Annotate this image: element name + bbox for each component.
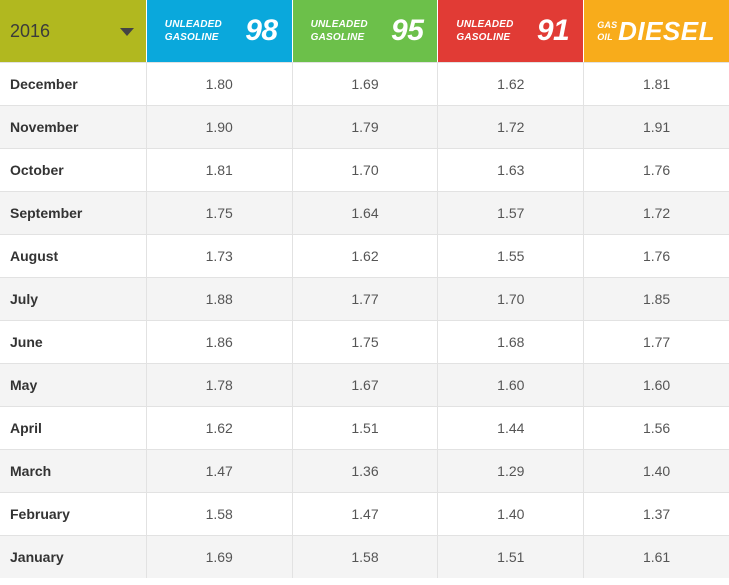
- price-unleaded-95: 1.62: [293, 235, 439, 277]
- price-diesel: 1.81: [642, 76, 671, 92]
- price-unleaded-98: 1.62: [147, 407, 293, 449]
- column-header-diesel: GAS OIL DIESEL: [584, 0, 729, 62]
- price-diesel: 1.85: [642, 291, 671, 307]
- price-unleaded-95: 1.79: [293, 106, 439, 148]
- table-row: January 1.69 1.58 1.51 1.61: [0, 535, 729, 578]
- price-unleaded-95: 1.77: [293, 278, 439, 320]
- month-cell: August: [0, 235, 147, 277]
- price-unleaded-95: 1.64: [293, 192, 439, 234]
- column-header-unleaded-91: UNLEADED GASOLINE 91: [438, 0, 585, 62]
- month-cell: July: [0, 278, 147, 320]
- year-value: 2016: [10, 20, 51, 41]
- price-diesel: 1.37: [642, 506, 671, 522]
- month-cell: May: [0, 364, 147, 406]
- price-unleaded-95: 1.47: [293, 493, 439, 535]
- price-unleaded-91: 1.40: [438, 493, 585, 535]
- price-unleaded-95: 1.36: [293, 450, 439, 492]
- column-header-unleaded-98: UNLEADED GASOLINE 98: [146, 0, 293, 62]
- caret-down-icon: [119, 28, 134, 36]
- fuel-type-line2: GASOLINE: [310, 32, 365, 43]
- column-header-unleaded-95: UNLEADED GASOLINE 95: [292, 0, 439, 62]
- fuel-type-label: UNLEADED GASOLINE: [311, 18, 368, 44]
- price-unleaded-91: 1.57: [438, 192, 585, 234]
- price-unleaded-98: 1.47: [147, 450, 293, 492]
- month-cell: January: [0, 536, 147, 578]
- table-row: August 1.73 1.62 1.55 1.76: [0, 234, 729, 277]
- price-unleaded-98: 1.58: [147, 493, 293, 535]
- price-unleaded-95: 1.75: [293, 321, 439, 363]
- table-row: May 1.78 1.67 1.60 1.60: [0, 363, 729, 406]
- table-row: April 1.62 1.51 1.44 1.56: [0, 406, 729, 449]
- price-diesel: 1.77: [642, 334, 671, 350]
- table-row: June 1.86 1.75 1.68 1.77: [0, 320, 729, 363]
- price-diesel: 1.56: [642, 420, 671, 436]
- price-diesel: 1.76: [642, 248, 671, 264]
- month-cell: September: [0, 192, 147, 234]
- month-cell: April: [0, 407, 147, 449]
- price-unleaded-91: 1.72: [438, 106, 585, 148]
- fuel-grade: DIESEL: [618, 15, 716, 46]
- price-diesel: 1.40: [642, 463, 671, 479]
- fuel-type-line1: UNLEADED: [164, 19, 222, 30]
- price-diesel: 1.91: [642, 119, 671, 135]
- fuel-grade: 91: [536, 14, 570, 47]
- price-unleaded-95: 1.69: [293, 63, 439, 105]
- price-diesel: 1.61: [642, 549, 671, 565]
- price-unleaded-98: 1.81: [147, 149, 293, 191]
- price-diesel: 1.60: [642, 377, 671, 393]
- price-unleaded-98: 1.69: [147, 536, 293, 578]
- price-unleaded-98: 1.88: [147, 278, 293, 320]
- price-unleaded-95: 1.70: [293, 149, 439, 191]
- price-unleaded-95: 1.67: [293, 364, 439, 406]
- price-diesel: 1.72: [642, 205, 671, 221]
- price-unleaded-95: 1.51: [293, 407, 439, 449]
- table-row: February 1.58 1.47 1.40 1.37: [0, 492, 729, 535]
- price-unleaded-98: 1.86: [147, 321, 293, 363]
- table-header: 2016 UNLEADED GASOLINE 98 UNLEADED GASOL…: [0, 0, 729, 62]
- fuel-type-line1: UNLEADED: [310, 19, 368, 30]
- fuel-type-line1: GAS: [597, 20, 618, 30]
- month-cell: November: [0, 106, 147, 148]
- price-unleaded-91: 1.51: [438, 536, 585, 578]
- table-row: July 1.88 1.77 1.70 1.85: [0, 277, 729, 320]
- table-row: December 1.80 1.69 1.62 1.81: [0, 62, 729, 105]
- fuel-type-label: UNLEADED GASOLINE: [165, 18, 222, 44]
- table-row: October 1.81 1.70 1.63 1.76: [0, 148, 729, 191]
- fuel-type-line1: UNLEADED: [456, 19, 514, 30]
- fuel-type-label: UNLEADED GASOLINE: [456, 18, 513, 44]
- table-row: September 1.75 1.64 1.57 1.72: [0, 191, 729, 234]
- price-unleaded-91: 1.44: [438, 407, 585, 449]
- month-cell: October: [0, 149, 147, 191]
- table-row: March 1.47 1.36 1.29 1.40: [0, 449, 729, 492]
- price-unleaded-91: 1.62: [438, 63, 585, 105]
- price-unleaded-91: 1.60: [438, 364, 585, 406]
- fuel-type-line2: OIL: [597, 32, 613, 42]
- price-unleaded-98: 1.75: [147, 192, 293, 234]
- price-unleaded-98: 1.78: [147, 364, 293, 406]
- table-row: November 1.90 1.79 1.72 1.91: [0, 105, 729, 148]
- price-unleaded-91: 1.70: [438, 278, 585, 320]
- fuel-type-line2: GASOLINE: [456, 32, 511, 43]
- price-unleaded-91: 1.63: [438, 149, 585, 191]
- month-cell: February: [0, 493, 147, 535]
- price-unleaded-91: 1.55: [438, 235, 585, 277]
- month-cell: December: [0, 63, 147, 105]
- table-body: December 1.80 1.69 1.62 1.81 November 1.90 1.79…: [0, 62, 729, 578]
- price-diesel: 1.76: [642, 162, 671, 178]
- price-unleaded-91: 1.29: [438, 450, 585, 492]
- month-cell: June: [0, 321, 147, 363]
- fuel-grade: 98: [245, 14, 278, 47]
- price-unleaded-98: 1.73: [147, 235, 293, 277]
- fuel-grade: 95: [391, 14, 424, 47]
- year-dropdown[interactable]: 2016: [0, 0, 147, 62]
- month-cell: March: [0, 450, 147, 492]
- fuel-type-line2: GASOLINE: [164, 32, 219, 43]
- price-unleaded-95: 1.58: [293, 536, 439, 578]
- price-unleaded-98: 1.80: [147, 63, 293, 105]
- price-unleaded-91: 1.68: [438, 321, 585, 363]
- price-unleaded-98: 1.90: [147, 106, 293, 148]
- fuel-type-label: GAS OIL: [597, 19, 617, 43]
